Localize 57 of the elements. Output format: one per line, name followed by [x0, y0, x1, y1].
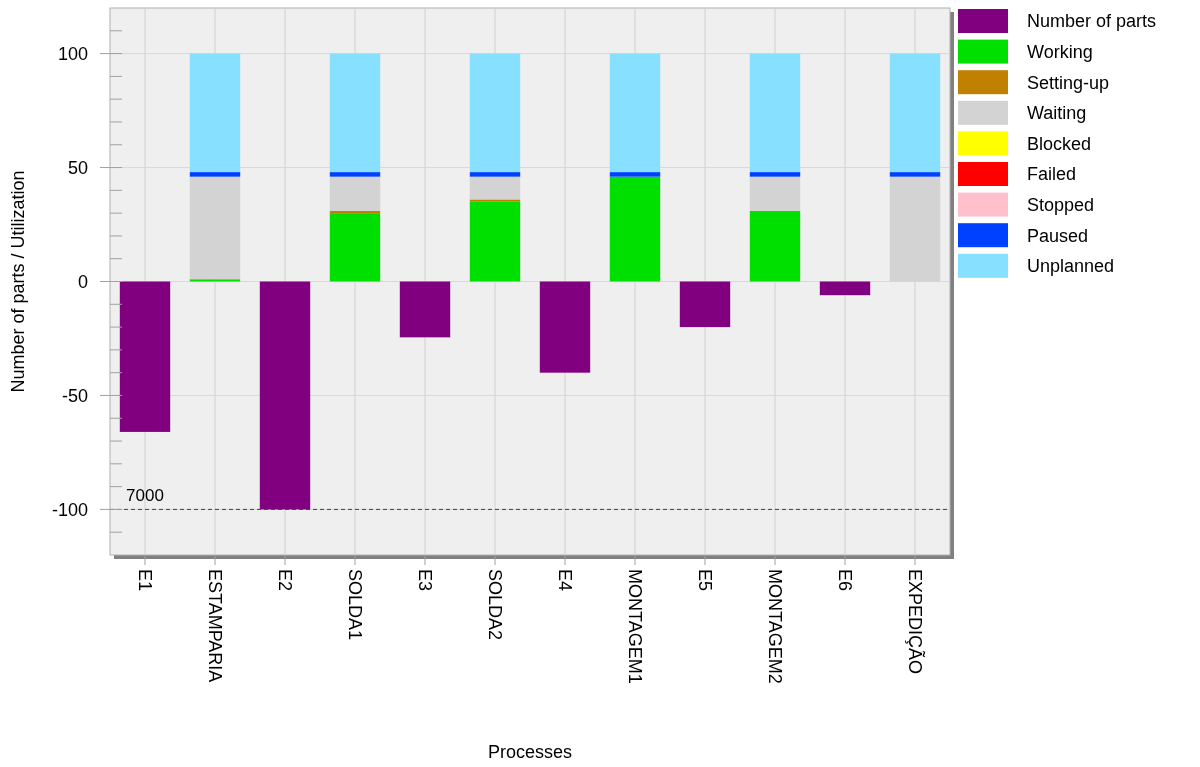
x-tick-label: E6 [834, 569, 855, 592]
bar [189, 279, 241, 282]
bar [749, 53, 801, 173]
bar [609, 176, 661, 282]
bar [609, 53, 661, 173]
x-tick-label: SOLDA2 [484, 569, 505, 641]
y-tick-label: 0 [77, 271, 88, 292]
legend-label: Number of parts [1027, 11, 1157, 32]
bar [749, 172, 801, 177]
y-tick-label: 100 [57, 43, 88, 64]
bar [889, 172, 941, 177]
x-axis-title: Processes [487, 742, 573, 762]
bar [469, 201, 521, 282]
bar [119, 281, 171, 432]
bar [399, 281, 451, 338]
bar [259, 281, 311, 510]
legend-label: Setting-up [1027, 72, 1110, 93]
x-tick-label: E1 [134, 569, 155, 592]
bar [189, 172, 241, 177]
bar [329, 213, 381, 282]
legend-label: Working [1027, 41, 1093, 62]
x-tick-label: EXPEDIÇÃO [904, 569, 926, 675]
bar [679, 281, 731, 328]
bar [329, 172, 381, 177]
y-tick-label: 50 [67, 157, 88, 178]
x-tick-label: MONTAGEM2 [764, 569, 785, 684]
legend-label: Paused [1027, 225, 1089, 246]
bar [469, 172, 521, 177]
legend-label: Waiting [1027, 103, 1087, 124]
x-tick-label: MONTAGEM1 [624, 569, 645, 684]
legend-label: Stopped [1027, 194, 1095, 215]
annotation: 7000 [126, 486, 164, 506]
bar [189, 53, 241, 173]
bar [469, 176, 521, 200]
x-tick-label: E3 [414, 569, 435, 592]
bar [889, 53, 941, 173]
bar [469, 53, 521, 173]
bar [189, 176, 241, 280]
legend-label: Blocked [1027, 133, 1092, 154]
x-tick-label: SOLDA1 [344, 569, 365, 641]
legend-label: Unplanned [1027, 256, 1115, 277]
bar [329, 176, 381, 211]
bar [469, 199, 521, 202]
y-tick-label: -50 [61, 385, 88, 406]
y-tick-label: -100 [51, 499, 88, 520]
x-tick-label: E5 [694, 569, 715, 592]
x-tick-label: E4 [554, 569, 575, 592]
bar [749, 176, 801, 211]
bar [609, 172, 661, 177]
bar [539, 281, 591, 373]
x-tick-label: ESTAMPARIA [204, 569, 225, 683]
y-axis-title: Number of parts / Utilization [8, 170, 28, 393]
bar [819, 281, 871, 296]
bar [749, 210, 801, 282]
legend-label: Failed [1027, 164, 1077, 185]
bar [329, 53, 381, 173]
x-tick-label: E2 [274, 569, 295, 592]
